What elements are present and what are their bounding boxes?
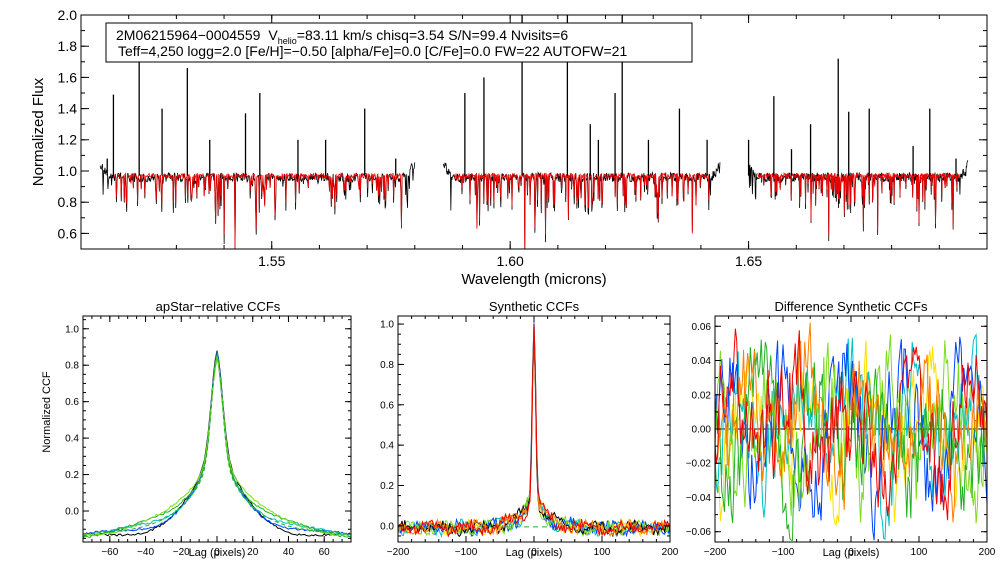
spectrum-x-label: Wavelength (microns) (461, 271, 606, 288)
x-tick-label: −100 (772, 547, 795, 558)
synthetic-ccf-plot-area (397, 320, 671, 538)
y-tick-label: 0.0 (65, 507, 79, 518)
y-tick-label: 0.00 (692, 425, 712, 436)
difference-ccf-title: Difference Synthetic CCFs (775, 299, 928, 314)
apstar-ccf-y-label: Normalized CCF (41, 371, 53, 453)
y-tick-label: 2.0 (58, 7, 78, 23)
spectrum-y-label: Normalized Flux (30, 77, 47, 186)
x-tick-label: 1.60 (497, 253, 524, 269)
y-tick-label: 1.2 (58, 132, 78, 148)
apstar-ccf-line-1 (82, 350, 352, 537)
x-tick-label: 0 (214, 547, 220, 558)
x-tick-label: 200 (979, 547, 996, 558)
y-tick-label: 1.8 (58, 38, 78, 54)
synthetic-ccf-line-5 (397, 334, 671, 538)
y-tick-label: 1.6 (58, 69, 78, 85)
y-tick-label: −0.06 (686, 527, 712, 538)
y-tick-label: 0.04 (692, 356, 712, 367)
y-tick-label: 0.2 (65, 470, 79, 481)
y-tick-label: 0.06 (692, 322, 712, 333)
y-tick-label: −0.02 (686, 459, 712, 470)
x-tick-label: −60 (101, 547, 118, 558)
observed-spectrum-chip-1 (99, 162, 416, 249)
apstar-ccf-line-4 (82, 357, 352, 539)
y-tick-label: 0.8 (58, 194, 78, 210)
y-tick-label: 1.0 (58, 163, 78, 179)
x-tick-label: −40 (137, 547, 154, 558)
synthetic-ccf-x-label: Lag (pixels) (506, 547, 563, 559)
y-tick-label: 0.02 (692, 390, 712, 401)
spectrum-axes-frame (80, 14, 988, 250)
difference-ccf-line-7 (714, 328, 988, 521)
y-tick-label: 0.6 (380, 400, 394, 411)
apstar-ccf-line-2 (82, 351, 352, 536)
y-tick-label: 0.8 (380, 360, 394, 371)
x-tick-label: 100 (594, 547, 611, 558)
x-tick-label: −200 (387, 547, 410, 558)
model-spectrum-chip-2 (454, 171, 710, 249)
apstar-ccf-ticks: −60 −40 −20 0 20 40 60 0.0 0.2 0.4 0.6 0.8 1.0 (65, 316, 352, 558)
x-tick-label: 40 (283, 547, 295, 558)
synthetic-ccf-title: Synthetic CCFs (489, 299, 580, 314)
difference-ccf-ticks: −200 −100 0 100 200 −0.06 −0.04 −0.02 0.00 0.02 0.… (686, 316, 996, 558)
x-tick-label: 0 (848, 547, 854, 558)
annotation-box (105, 22, 693, 63)
synthetic-ccf-line-1 (397, 326, 671, 538)
annotation-line-2: Teff=4,250 logg=2.0 [Fe/H]=−0.50 [alpha/… (118, 43, 627, 59)
difference-ccf-plot-area (714, 322, 988, 541)
apstar-ccf-axes-frame (82, 315, 352, 543)
spectrum-ticks: 1.55 1.60 1.65 0.6 0.8 1.0 1.2 1.4 1.6 1.8 2.0 (58, 7, 987, 269)
x-tick-label: 60 (319, 547, 331, 558)
x-tick-label: 1.65 (735, 253, 762, 269)
model-spectrum-chip-1 (112, 172, 403, 249)
y-tick-label: 0.8 (65, 361, 79, 372)
x-tick-label: 100 (911, 547, 928, 558)
x-tick-label: −100 (455, 547, 478, 558)
y-tick-label: 0.6 (58, 225, 78, 241)
y-tick-label: 1.0 (65, 324, 79, 335)
y-tick-label: 0.6 (65, 397, 79, 408)
difference-ccf-panel: Difference Synthetic CCFs −200 −100 0 100 20… (686, 299, 996, 559)
x-tick-label: 0 (531, 547, 537, 558)
v-subscript: helio (278, 36, 297, 46)
x-tick-label: 20 (247, 547, 259, 558)
y-tick-label: 0.4 (65, 434, 79, 445)
x-tick-label: −20 (173, 547, 190, 558)
star-id: 2M06215964−0004559 (116, 27, 261, 43)
synthetic-ccf-panel: Synthetic CCFs −200 −100 0 100 200 0.0 0.2 0.4 0… (380, 299, 679, 559)
synthetic-ccf-line-3 (397, 322, 671, 538)
difference-ccf-x-label: Lag (pixels) (823, 547, 880, 559)
apstar-ccf-plot-area (82, 350, 352, 539)
annotation-line-1: 2M06215964−0004559 Vhelio=83.11 km/s chis… (116, 27, 568, 46)
y-tick-label: 0.2 (380, 481, 394, 492)
apstar-ccf-line-5 (82, 355, 352, 537)
v-value: =83.11 km/s chisq=3.54 S/N=99.4 Nvisits=… (297, 27, 569, 43)
apstar-ccf-line-3 (82, 356, 352, 538)
spectrum-panel: 1.55 1.60 1.65 0.6 0.8 1.0 1.2 1.4 1.6 1.8 2.0 2M0… (30, 7, 988, 288)
y-tick-label: 1.0 (380, 320, 394, 331)
y-tick-label: 0.4 (380, 441, 394, 452)
y-tick-label: 1.4 (58, 101, 78, 117)
difference-ccf-line-6 (714, 322, 988, 523)
apstar-ccf-x-label: Lag (pixels) (189, 547, 246, 559)
x-tick-label: −200 (704, 547, 727, 558)
x-tick-label: 1.55 (258, 253, 285, 269)
synthetic-ccf-ticks: −200 −100 0 100 200 0.0 0.2 0.4 0.6 0.8 1.0 (380, 316, 679, 558)
apstar-ccf-dashed-line (82, 352, 352, 535)
y-tick-label: −0.04 (686, 493, 712, 504)
apstar-ccf-panel: apStar−relative CCFs −60 −40 −20 0 20 40 60 0.0… (41, 299, 352, 559)
apstar-ccf-title: apStar−relative CCFs (156, 299, 281, 314)
x-tick-label: 200 (662, 547, 679, 558)
synthetic-ccf-line-7 (397, 323, 671, 538)
v-label: V (268, 27, 278, 43)
synthetic-ccf-line-4 (397, 323, 671, 538)
synthetic-ccf-line-6 (397, 331, 671, 538)
model-spectrum-chip-3 (757, 171, 960, 236)
y-tick-label: 0.0 (380, 521, 394, 532)
